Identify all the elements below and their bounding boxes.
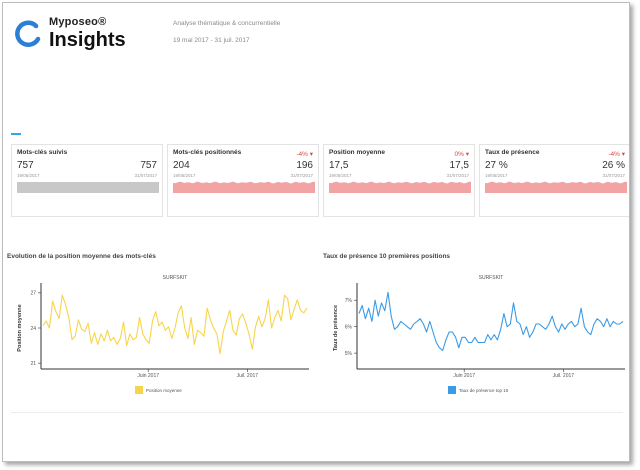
kpi-start-date: 19/05/2017 [17, 173, 40, 178]
kpi-end-date: 31/07/2017 [602, 173, 625, 178]
y-tick-label: 27 [30, 291, 36, 297]
brand-name-main: Insights [49, 29, 126, 51]
legend-label: Position moyenne [146, 387, 182, 393]
kpi-title: Mots-clés suivis [17, 149, 68, 156]
kpi-card-tracked-keywords[interactable]: Mots-clés suivis 757 757 19/05/2017 31/0… [11, 144, 163, 217]
kpi-end-value: 196 [296, 160, 313, 171]
presence-line-chart[interactable]: SURFSKIT 7% 6% 5% Taux de présence Juin 2017 J… [323, 271, 629, 383]
report-date-range: 19 mai 2017 - 31 juil. 2017 [173, 37, 250, 44]
series-line[interactable] [42, 294, 308, 355]
kpi-start-date: 19/05/2017 [329, 173, 352, 178]
sparkline-area [329, 181, 471, 193]
sparkline-area [485, 181, 627, 193]
y-tick-label: 21 [30, 361, 36, 367]
brand-name-top: Myposeo® [49, 16, 107, 28]
y-tick-label: 6% [345, 324, 353, 330]
chart-title-presence: Taux de présence 10 premières positions [323, 253, 451, 260]
report-page: Myposeo® Insights Analyse thématique & c… [2, 2, 630, 462]
kpi-end-value: 26 % [602, 160, 625, 171]
y-tick-label: 7% [345, 298, 353, 304]
legend-label: Taux de présence top 10 [459, 387, 509, 393]
divider [11, 412, 623, 413]
active-tab-indicator [11, 133, 21, 135]
kpi-sparkline [173, 181, 315, 193]
chart-legend-presence[interactable]: Taux de présence top 10 [448, 386, 508, 394]
kpi-card-presence-rate[interactable]: Taux de présence -4% ▾ 27 % 26 % 19/05/2… [479, 144, 629, 217]
kpi-start-date: 19/05/2017 [485, 173, 508, 178]
chart-legend-position[interactable]: Position moyenne [135, 386, 182, 394]
kpi-sparkline [17, 182, 159, 193]
kpi-sparkline [329, 181, 471, 193]
legend-swatch [448, 386, 456, 394]
chart-subtitle: SURFSKIT [163, 275, 188, 281]
kpi-title: Taux de présence [485, 149, 540, 156]
y-tick-label: 24 [30, 326, 36, 332]
x-tick-label: Juil. 2017 [237, 373, 259, 379]
kpi-start-value: 27 % [485, 160, 508, 171]
myposeo-logo-icon [15, 20, 41, 47]
kpi-title: Position moyenne [329, 149, 385, 156]
kpi-start-value: 17,5 [329, 160, 349, 171]
kpi-end-date: 31/07/2017 [134, 173, 157, 178]
kpi-end-value: 757 [140, 160, 157, 171]
x-tick-label: Juil. 2017 [553, 373, 575, 379]
kpi-delta: -4% ▾ [608, 151, 625, 158]
kpi-start-date: 19/05/2017 [173, 173, 196, 178]
kpi-end-date: 31/07/2017 [446, 173, 469, 178]
kpi-end-date: 31/07/2017 [290, 173, 313, 178]
kpi-delta: 0% ▾ [454, 151, 469, 158]
kpi-title: Mots-clés positionnés [173, 149, 242, 156]
sparkline-area [17, 182, 159, 193]
report-subtitle: Analyse thématique & concurrentielle [173, 20, 281, 27]
position-line-chart[interactable]: SURFSKIT 27 24 21 Position moyenne Juin 2017 J… [7, 271, 313, 383]
kpi-start-value: 757 [17, 160, 34, 171]
kpi-sparkline [485, 181, 627, 193]
chart-title-position: Evolution de la position moyenne des mot… [7, 253, 156, 260]
kpi-card-positioned-keywords[interactable]: Mots-clés positionnés -4% ▾ 204 196 19/0… [167, 144, 319, 217]
kpi-end-value: 17,5 [449, 160, 469, 171]
kpi-start-value: 204 [173, 160, 190, 171]
legend-swatch [135, 386, 143, 394]
y-axis-title: Position moyenne [17, 304, 23, 351]
kpi-delta: -4% ▾ [296, 151, 313, 158]
brand-logo[interactable]: Myposeo® Insights [13, 17, 126, 50]
sparkline-area [173, 181, 315, 193]
chart-subtitle: SURFSKIT [479, 275, 504, 281]
y-axis-title: Taux de présence [333, 305, 339, 351]
x-tick-label: Juin 2017 [137, 373, 159, 379]
kpi-card-average-position[interactable]: Position moyenne 0% ▾ 17,5 17,5 19/05/20… [323, 144, 475, 217]
y-tick-label: 5% [345, 351, 353, 357]
series-line[interactable] [358, 291, 624, 352]
x-tick-label: Juin 2017 [453, 373, 475, 379]
